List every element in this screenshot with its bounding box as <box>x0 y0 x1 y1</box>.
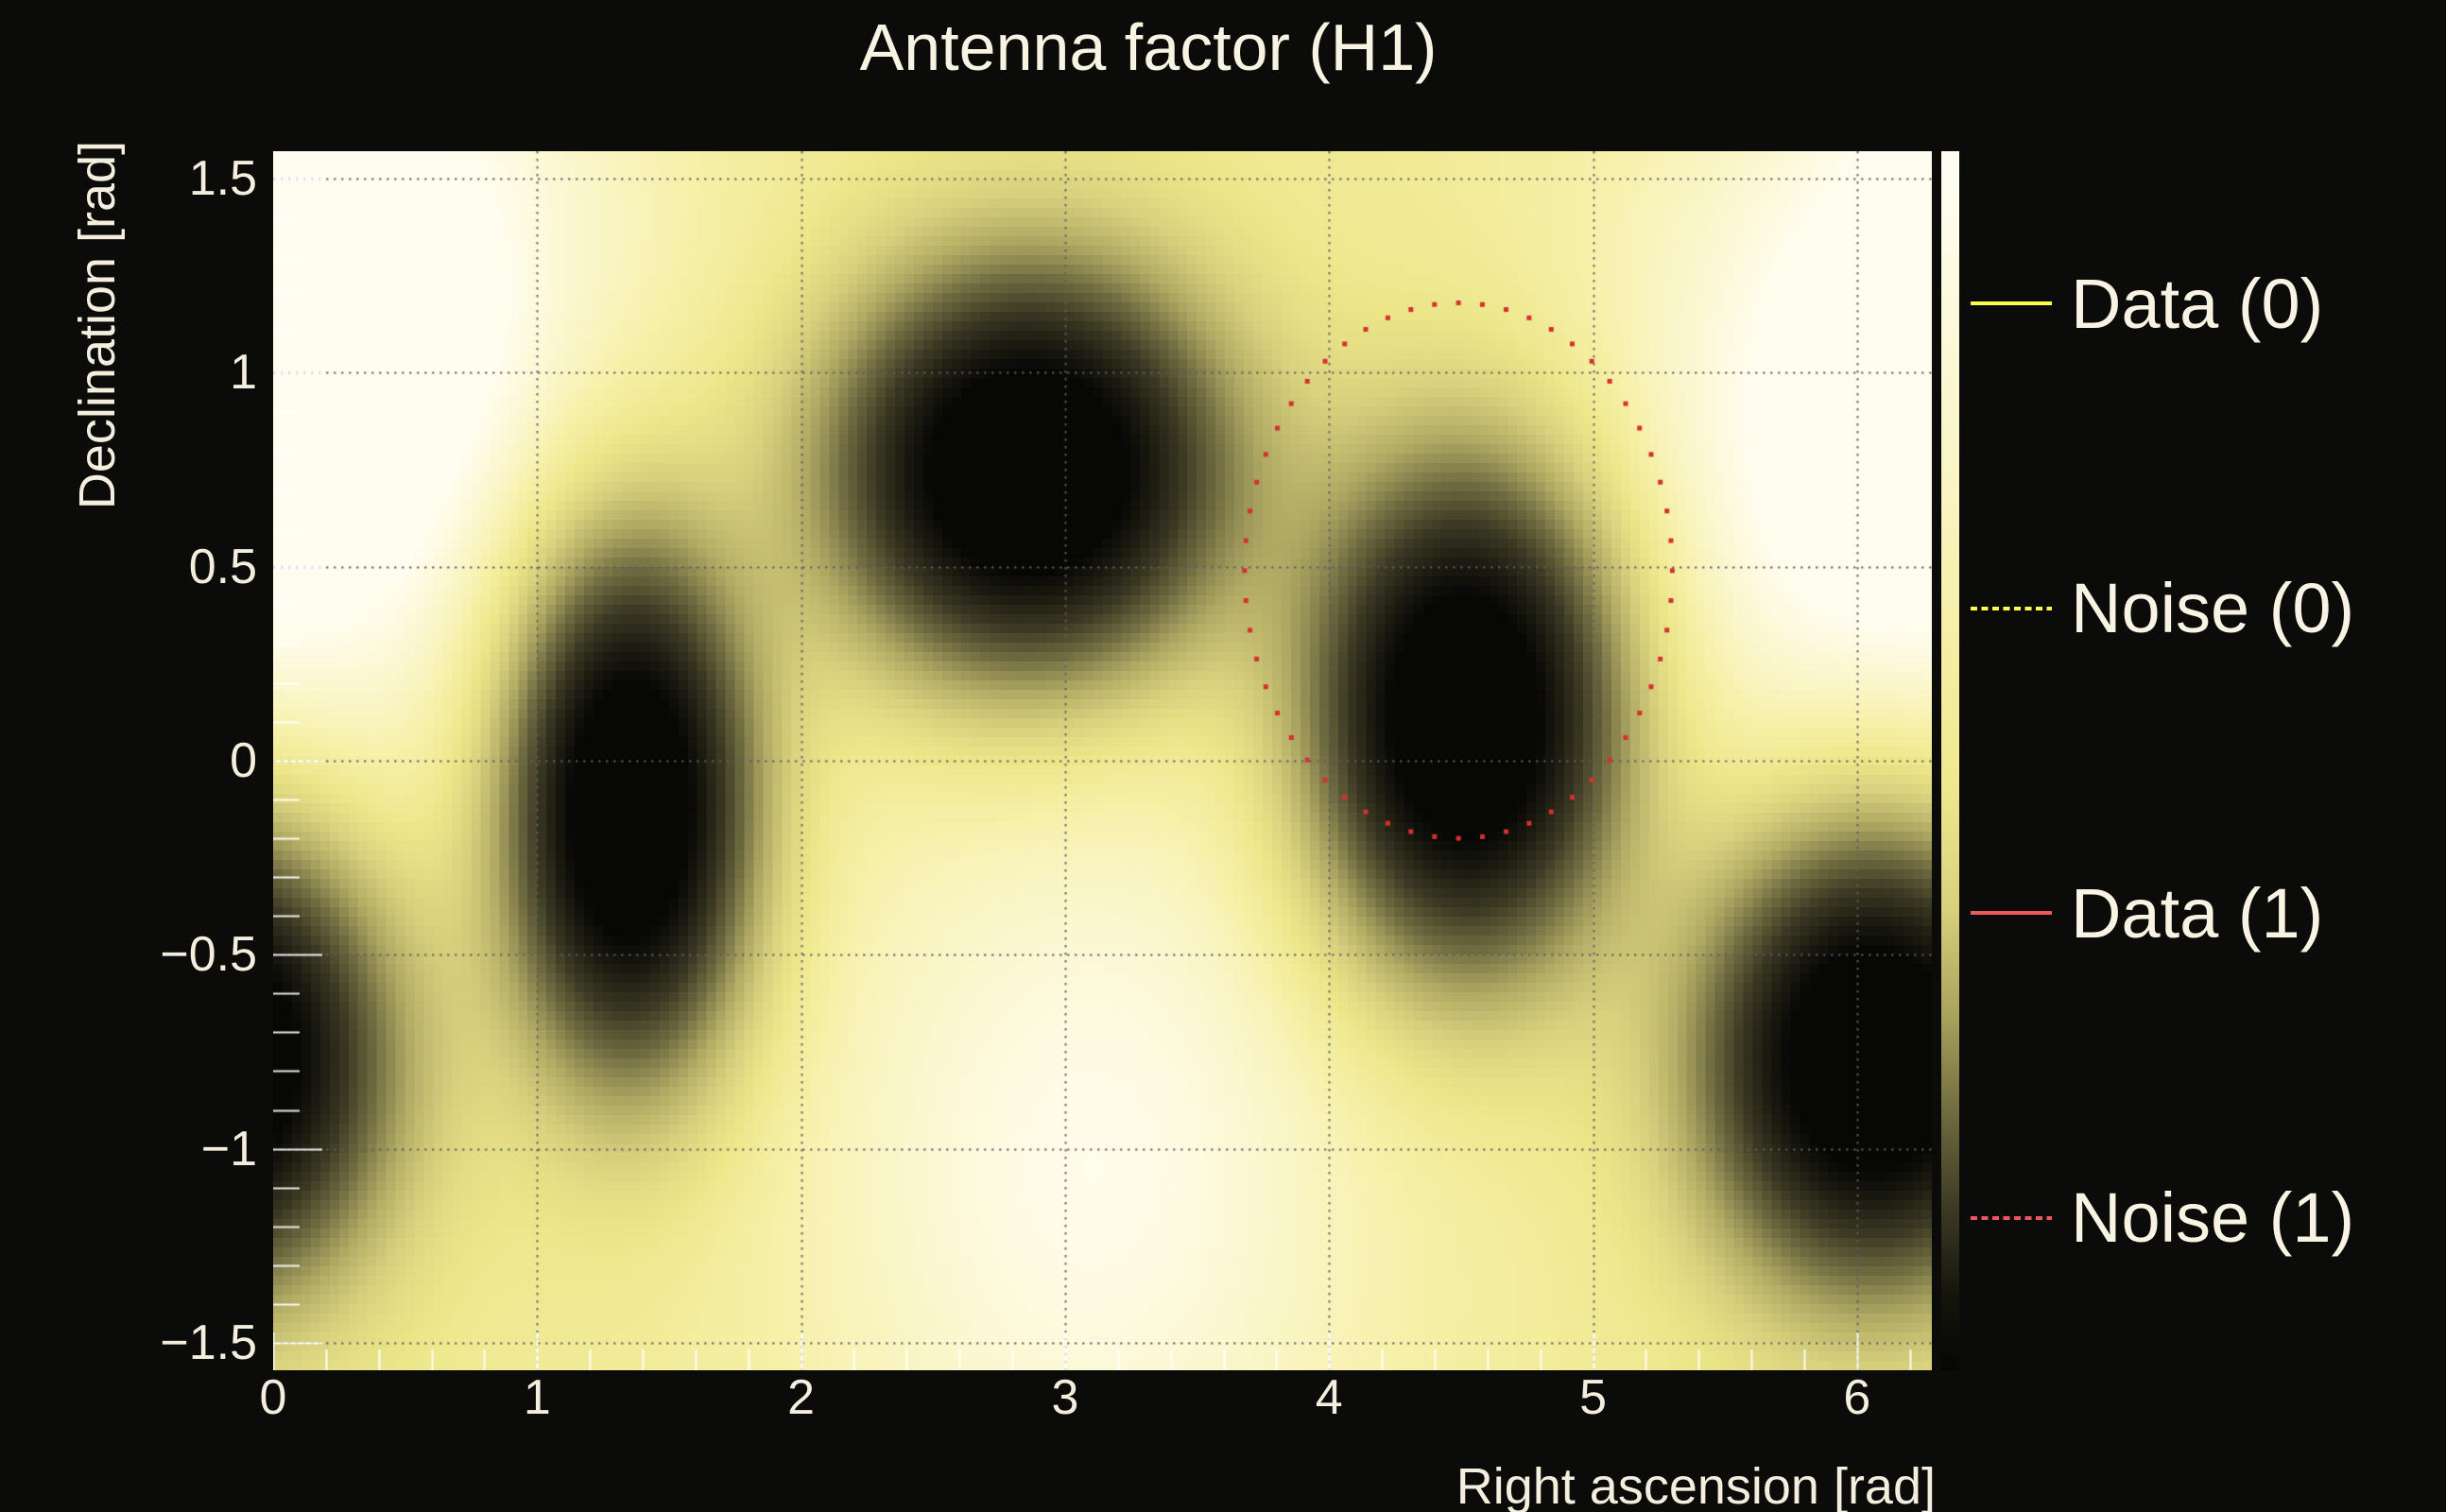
x-tick-label-2: 2 <box>787 1370 816 1425</box>
legend-label: Noise (1) <box>2071 1178 2355 1258</box>
colorbar <box>1941 151 1959 1370</box>
solid-line-swatch <box>1971 301 2052 306</box>
heatmap-plot-area <box>273 151 1932 1370</box>
y-tick-label-−0.5: −0.5 <box>160 927 257 983</box>
y-tick-label-0: 0 <box>230 733 257 788</box>
y-tick-label-1.5: 1.5 <box>188 151 257 207</box>
x-tick-label-4: 4 <box>1315 1370 1343 1425</box>
page-title: Antenna factor (H1) <box>859 10 1438 84</box>
grid-ticks-ellipse-overlay <box>273 151 1932 1370</box>
legend-entry-data-0-: Data (0) <box>1971 264 2434 344</box>
solid-line-swatch <box>1971 911 2052 916</box>
x-tick-label-0: 0 <box>259 1370 287 1425</box>
x-axis-label: Right ascension [rad] <box>1456 1458 1936 1512</box>
legend-label: Noise (0) <box>2071 569 2355 648</box>
dashed-line-swatch <box>1971 606 2052 610</box>
legend-entry-noise-0-: Noise (0) <box>1971 568 2434 648</box>
x-tick-label-1: 1 <box>523 1370 551 1425</box>
legend: Data (0) Noise (0) Data (1) Noise (1) <box>1971 151 2434 1370</box>
dashed-line-swatch <box>1971 1215 2052 1220</box>
x-tick-label-6: 6 <box>1843 1370 1871 1425</box>
legend-entry-noise-1-: Noise (1) <box>1971 1177 2434 1258</box>
legend-label: Data (1) <box>2071 873 2324 953</box>
y-tick-label-−1.5: −1.5 <box>160 1314 257 1370</box>
x-tick-label-3: 3 <box>1051 1370 1079 1425</box>
legend-label: Data (0) <box>2071 264 2324 343</box>
y-tick-label-−1: −1 <box>200 1121 257 1177</box>
legend-entry-data-1-: Data (1) <box>1971 873 2434 954</box>
x-tick-label-5: 5 <box>1579 1370 1608 1425</box>
y-tick-label-0.5: 0.5 <box>188 539 257 594</box>
y-tick-label-1: 1 <box>230 345 257 401</box>
